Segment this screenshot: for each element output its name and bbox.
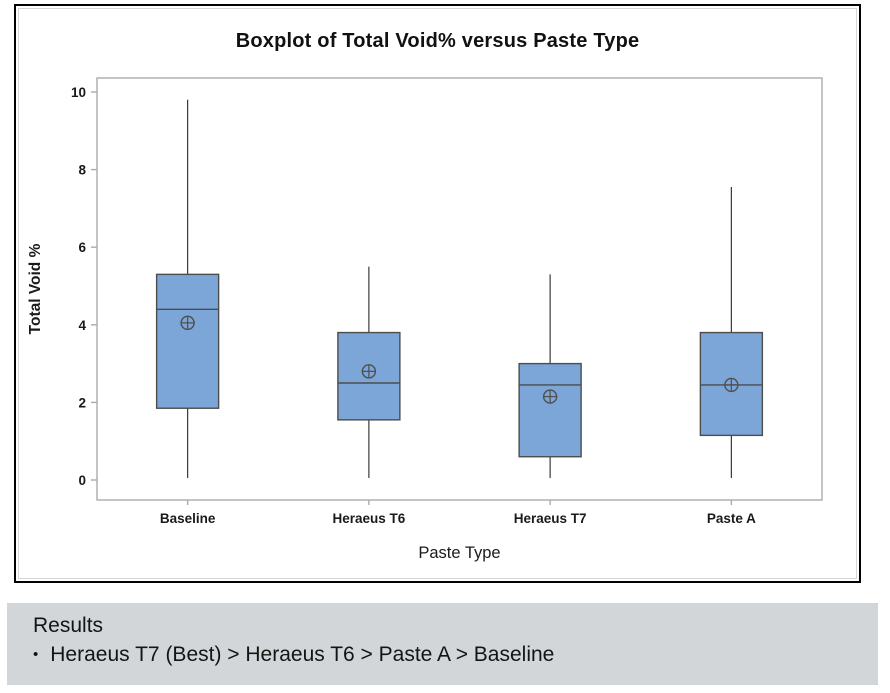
y-tick-label: 10 [71, 85, 86, 100]
x-category-label: Baseline [160, 511, 216, 526]
iqr-box [518, 362, 582, 458]
y-tick-label: 6 [78, 240, 86, 255]
y-tick-label: 0 [78, 473, 86, 488]
boxplot-plot-area: 0 2 4 6 8 10 Total Void % Baseline Heraeus T6 Her… [16, 6, 863, 585]
x-category-label: Heraeus T6 [332, 511, 405, 526]
y-tick-label: 4 [78, 318, 86, 333]
y-tick-label: 2 [78, 395, 86, 410]
x-category-label: Heraeus T7 [514, 511, 587, 526]
chart-inner-border [18, 8, 857, 579]
iqr-box [337, 331, 401, 421]
boxplot-svg: 0 2 4 6 8 10 Total Void % Baseline Heraeus T6 Her… [27, 77, 823, 562]
results-bullet-item: • Heraeus T7 (Best) > Heraeus T6 > Paste… [33, 640, 858, 670]
results-panel: Results • Heraeus T7 (Best) > Heraeus T6… [7, 603, 878, 685]
results-ranking-text: Heraeus T7 (Best) > Heraeus T6 > Paste A… [50, 643, 555, 667]
x-axis-title: Paste Type [418, 544, 500, 562]
chart-title: Boxplot of Total Void% versus Paste Type [235, 30, 640, 52]
y-tick-label: 8 [78, 163, 86, 178]
x-category-label: Paste A [707, 511, 756, 526]
iqr-box [155, 273, 220, 409]
y-axis-title: Total Void % [27, 243, 44, 334]
results-heading: Results [33, 614, 104, 637]
boxplot-chart-panel: Boxplot of Total Void% versus Paste Type… [14, 4, 861, 583]
bullet-icon: • [33, 646, 39, 664]
